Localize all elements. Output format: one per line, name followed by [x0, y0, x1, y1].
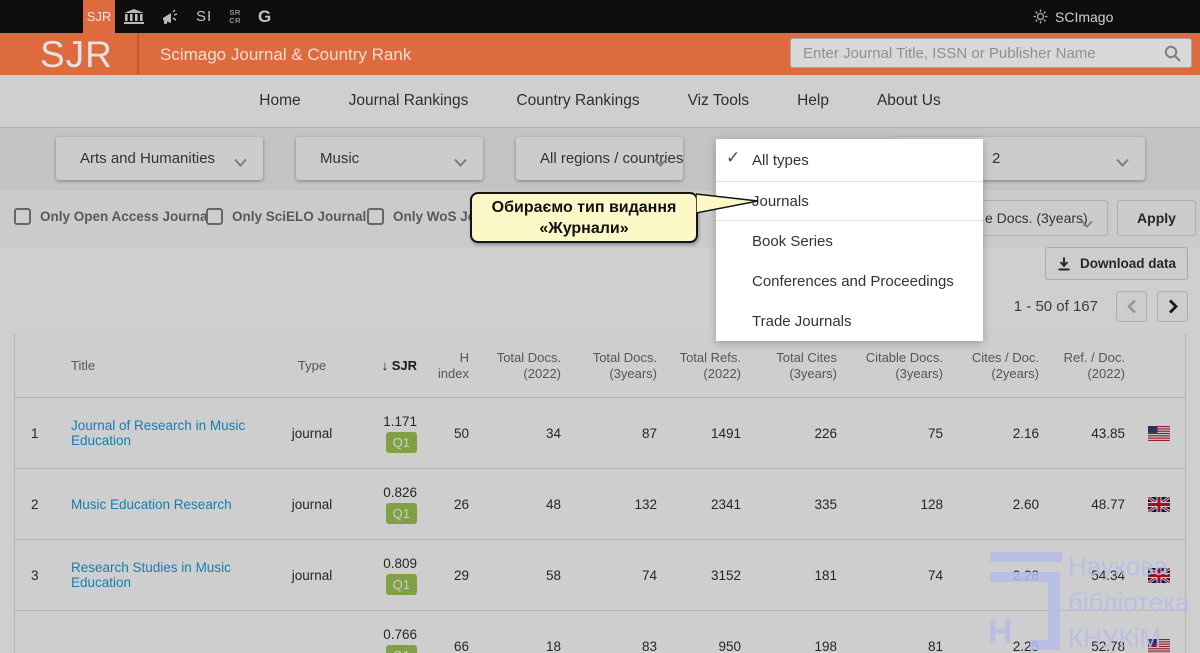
scimago-link[interactable]: SCImago [1033, 9, 1113, 25]
subject-area-dropdown[interactable]: Arts and Humanities [56, 137, 263, 180]
results-area: Download data 1 - 50 of 167 Title Type ↓… [0, 247, 1200, 653]
country-flag-icon [1148, 567, 1170, 583]
apply-button[interactable]: Apply [1117, 200, 1196, 236]
quartile-badge: Q1 [385, 431, 417, 453]
col-total-cites[interactable]: Total Cites (3years) [776, 349, 837, 381]
quartile-badge: Q1 [385, 573, 417, 595]
col-total-docs-2022[interactable]: Total Docs. (2022) [496, 349, 561, 381]
main-nav: Home Journal Rankings Country Rankings V… [0, 75, 1200, 131]
top-black-bar: SJR SI SR CR G SCImago [0, 0, 1200, 33]
sjr-logo: SJR [40, 34, 113, 75]
type-option-conferences[interactable]: Conferences and Proceedings [752, 272, 954, 290]
chevron-down-icon [454, 154, 467, 171]
table-row: 2 Music Education Research journal 0.826… [15, 469, 1185, 540]
scimago-gear-icon [1033, 9, 1048, 24]
col-sjr-sorted[interactable]: ↓ SJR [381, 357, 417, 373]
col-total-docs-3y[interactable]: Total Docs. (3years) [592, 349, 657, 381]
quartile-badge: Q1 [385, 644, 417, 653]
type-option-trade-journals[interactable]: Trade Journals [752, 312, 852, 330]
chevron-down-icon [1081, 215, 1093, 231]
chevron-down-icon [234, 154, 247, 171]
table-row: 3 Research Studies in Music Education jo… [15, 540, 1185, 611]
search-input[interactable] [791, 44, 1164, 62]
prev-page-button[interactable] [1116, 291, 1147, 322]
country-flag-icon [1148, 496, 1170, 512]
col-title[interactable]: Title [71, 357, 96, 373]
region-dropdown[interactable]: All regions / countries [516, 137, 683, 180]
checkbox-open-access[interactable]: Only Open Access Journals [14, 208, 219, 225]
chevron-down-icon [654, 154, 667, 171]
google-scholar-icon[interactable]: G [258, 6, 272, 26]
check-icon: ✓ [726, 148, 741, 167]
next-page-button[interactable] [1157, 291, 1188, 322]
nav-home[interactable]: Home [259, 92, 301, 109]
si-icon[interactable]: SI [196, 8, 213, 25]
col-total-refs[interactable]: Total Refs. (2022) [679, 349, 741, 381]
table-row: 1 Journal of Research in Music Education… [15, 398, 1185, 469]
checkbox-icon[interactable] [367, 208, 384, 225]
scimago-label: SCImago [1055, 8, 1114, 25]
journal-link[interactable]: Journal of Research in Music Education [71, 418, 246, 448]
checkbox-scielo[interactable]: Only SciELO Journals [206, 208, 374, 225]
quartile-badge: Q1 [385, 502, 417, 524]
table-row: 0.766Q1 66 18 83 950 198 81 2.25 52.78 [15, 611, 1185, 653]
pagination: 1 - 50 of 167 [0, 291, 1188, 322]
filter-strip: Arts and Humanities Music All regions / … [0, 128, 1200, 190]
subject-category-dropdown[interactable]: Music [296, 137, 483, 180]
journal-link[interactable]: Music Education Research [71, 496, 232, 512]
download-data-button[interactable]: Download data [1045, 247, 1188, 280]
checkbox-icon[interactable] [206, 208, 223, 225]
nav-journal-rankings[interactable]: Journal Rankings [334, 77, 483, 131]
sjr-site-tab[interactable]: SJR [83, 0, 115, 33]
col-refs-per-doc[interactable]: Ref. / Doc. (2022) [1063, 349, 1125, 381]
journal-link[interactable]: Research Studies in Music Education [71, 560, 231, 590]
srcr-icon[interactable]: SR CR [229, 7, 242, 25]
megaphone-icon[interactable] [161, 9, 179, 25]
download-icon [1057, 257, 1071, 271]
orange-header: SJR Scimago Journal & Country Rank [0, 33, 1200, 75]
checkbox-icon[interactable] [14, 208, 31, 225]
checkbox-wos[interactable]: Only WoS Jour [367, 208, 490, 225]
annotation-callout: Обираємо тип видання «Журнали» [470, 192, 698, 243]
type-dropdown-panel: ✓ All types Journals Book Series Confere… [716, 139, 983, 341]
type-option-book-series[interactable]: Book Series [752, 232, 833, 250]
nav-about-us[interactable]: About Us [876, 92, 941, 109]
country-flag-icon [1148, 425, 1170, 441]
nav-country-rankings[interactable]: Country Rankings [516, 92, 640, 109]
header-divider [137, 33, 139, 75]
col-cites-per-doc[interactable]: Cites / Doc. (2years) [971, 349, 1039, 381]
callout-arrow [696, 193, 759, 214]
bank-icon[interactable] [124, 9, 144, 24]
nav-viz-tools[interactable]: Viz Tools [687, 92, 750, 109]
journal-search [790, 38, 1192, 68]
country-flag-icon [1148, 638, 1170, 653]
col-citable-docs[interactable]: Citable Docs. (3years) [865, 349, 943, 381]
type-option-journals[interactable]: Journals [716, 181, 983, 221]
nav-help[interactable]: Help [797, 92, 829, 109]
pagination-label: 1 - 50 of 167 [1013, 298, 1098, 315]
type-option-all-types[interactable]: ✓ All types [726, 148, 809, 169]
chevron-down-icon [1116, 154, 1129, 171]
col-type[interactable]: Type [297, 357, 327, 373]
site-title: Scimago Journal & Country Rank [160, 45, 412, 64]
search-icon[interactable] [1164, 45, 1181, 62]
